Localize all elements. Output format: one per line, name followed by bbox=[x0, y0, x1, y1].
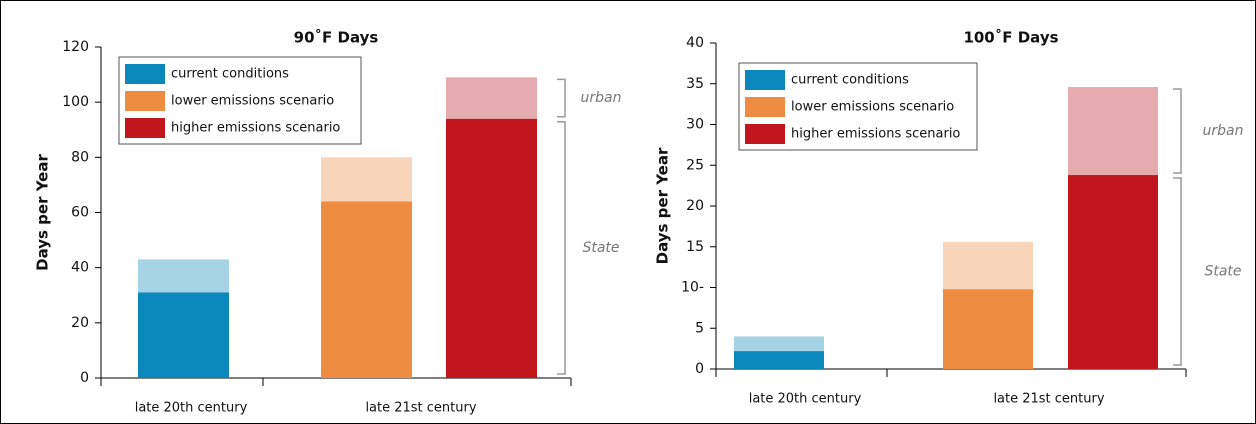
chart-title: 90˚F Days bbox=[294, 29, 379, 47]
bracket bbox=[557, 78, 566, 118]
bracket bbox=[557, 120, 566, 375]
y-tick-label: 10- bbox=[681, 280, 704, 296]
legend-swatch bbox=[125, 64, 165, 84]
y-tick-label: 0 bbox=[695, 361, 704, 377]
chart-title: 100˚F Days bbox=[963, 29, 1058, 47]
bar-urban bbox=[138, 259, 229, 293]
bar-state bbox=[446, 118, 537, 378]
y-tick-label: 40 bbox=[686, 35, 704, 51]
y-tick-label: 5 bbox=[695, 320, 704, 336]
y-tick-label: 20 bbox=[686, 198, 704, 214]
legend-label: higher emissions scenario bbox=[791, 127, 960, 142]
bar-urban bbox=[446, 77, 537, 119]
bar-state bbox=[943, 289, 1033, 369]
legend-label: current conditions bbox=[791, 73, 909, 88]
bracket bbox=[1173, 88, 1182, 174]
bar-state bbox=[321, 201, 412, 378]
y-tick-label: 30 bbox=[686, 117, 704, 133]
x-tick-label: late 20th century bbox=[135, 401, 248, 416]
y-tick-label: 40 bbox=[71, 260, 89, 276]
y-tick-label: 15 bbox=[686, 239, 704, 255]
bar-state bbox=[1068, 175, 1158, 369]
bar-urban bbox=[1068, 87, 1158, 176]
legend-swatch bbox=[125, 118, 165, 138]
bar-urban bbox=[734, 336, 824, 352]
bar-state bbox=[734, 351, 824, 369]
y-tick-label: 20 bbox=[71, 315, 89, 331]
y-tick-label: 100 bbox=[62, 94, 89, 110]
x-tick-label: late 21st century bbox=[365, 401, 476, 416]
legend-label: lower emissions scenario bbox=[171, 94, 334, 109]
y-tick-label: 80 bbox=[71, 149, 89, 165]
x-tick-label: late 20th century bbox=[749, 392, 862, 407]
y-tick-label: 60 bbox=[71, 205, 89, 221]
y-tick-label: 0 bbox=[80, 370, 89, 386]
annotation: State bbox=[582, 240, 619, 256]
y-tick-label: 120 bbox=[62, 39, 89, 55]
legend-swatch bbox=[745, 124, 785, 144]
bracket bbox=[1173, 177, 1182, 366]
legend-swatch bbox=[745, 70, 785, 90]
y-tick-label: 35 bbox=[686, 76, 704, 92]
legend-label: current conditions bbox=[171, 67, 289, 82]
annotation: urban bbox=[581, 90, 622, 106]
annotation: urban bbox=[1203, 123, 1244, 139]
bar-urban bbox=[321, 157, 412, 202]
legend-label: higher emissions scenario bbox=[171, 121, 340, 136]
y-axis-label: Days per Year bbox=[654, 147, 672, 264]
bar-state bbox=[138, 292, 229, 378]
legend-swatch bbox=[125, 91, 165, 111]
legend-label: lower emissions scenario bbox=[791, 100, 954, 115]
x-tick-label: late 21st century bbox=[993, 392, 1104, 407]
bar-urban bbox=[943, 241, 1033, 290]
y-tick-label: 25 bbox=[686, 157, 704, 173]
legend-swatch bbox=[745, 97, 785, 117]
y-axis-label: Days per Year bbox=[34, 154, 52, 271]
annotation: State bbox=[1204, 264, 1241, 280]
